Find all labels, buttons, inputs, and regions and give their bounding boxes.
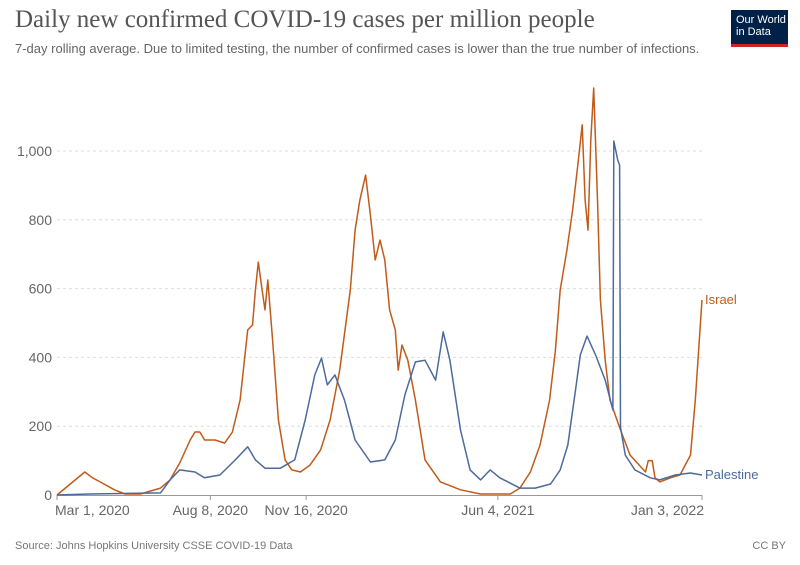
logo-line2: in Data [736,26,771,38]
chart-subtitle: 7-day rolling average. Due to limited te… [15,41,700,56]
series-line-israel [56,87,703,496]
logo-line1: Our World [736,14,786,26]
y-tick-label: 0 [44,487,52,503]
x-tick-label: Mar 1, 2020 [55,502,130,518]
source-note: Source: Johns Hopkins University CSSE CO… [15,540,293,552]
series-label-palestine: Palestine [705,467,758,482]
x-tick-label: Nov 16, 2020 [265,502,348,518]
y-tick-label: 1,000 [17,143,52,159]
y-tick-label: 200 [29,418,53,434]
series-label-israel: Israel [705,292,737,307]
y-tick-label: 600 [29,281,53,297]
y-tick-label: 400 [29,349,53,365]
owid-logo[interactable]: Our World in Data [731,10,788,47]
chart-title: Daily new confirmed COVID-19 cases per m… [15,6,595,33]
license-label[interactable]: CC BY [752,540,786,552]
y-tick-label: 800 [29,212,53,228]
x-tick-label: Jan 3, 2022 [631,502,704,518]
x-tick-label: Jun 4, 2021 [461,502,534,518]
logo-bar [731,44,788,47]
series-line-palestine [56,140,703,496]
x-tick-label: Aug 8, 2020 [173,502,249,518]
